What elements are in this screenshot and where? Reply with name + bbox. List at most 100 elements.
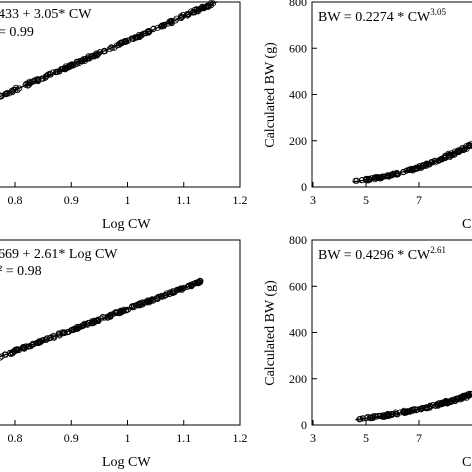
y-axis-label: Calculated BW (g)	[263, 42, 278, 148]
data-point	[53, 68, 60, 75]
data-point	[35, 340, 42, 347]
x-tick-label: 1	[125, 193, 131, 207]
x-axis-label: Log CW	[102, 217, 151, 232]
data-point	[149, 296, 156, 303]
data-point	[43, 336, 50, 343]
x-tick-label: 1.2	[233, 193, 248, 207]
data-point	[140, 30, 147, 37]
data-point	[68, 327, 75, 334]
data-point	[146, 28, 153, 35]
data-point	[154, 24, 161, 31]
panel-top-right: 3 5 7 0 200 400 600 800 BW = 0.2274 * CW3.05 Ca…	[263, 0, 472, 232]
data-point	[82, 57, 89, 64]
data-point	[2, 91, 9, 98]
data-point	[197, 279, 204, 286]
data-point	[95, 50, 102, 57]
x-tick-label: 7	[416, 431, 422, 445]
x-tick-label: 1.2	[233, 431, 248, 445]
data-point	[442, 153, 449, 160]
data-point	[56, 332, 63, 339]
data-point	[403, 167, 410, 174]
data-point	[455, 149, 462, 156]
data-point	[9, 349, 16, 356]
data-point	[9, 89, 16, 96]
y-tick-label: 400	[289, 326, 307, 340]
data-point	[383, 411, 390, 418]
data-point	[432, 159, 439, 166]
y-tick-label: 800	[289, 0, 307, 9]
data-point	[446, 153, 453, 160]
panel-bottom-right: 3 5 7 0 200 400 600 800 BW = 0.4296 * CW2.61 Ca…	[263, 233, 472, 470]
data-point	[131, 34, 138, 41]
data-point	[366, 414, 373, 421]
data-point	[442, 397, 449, 404]
data-point	[0, 93, 4, 100]
data-point	[377, 174, 384, 181]
data-point	[169, 289, 176, 296]
data-point	[455, 395, 462, 402]
y-axis-label: Calculated BW (g)	[263, 280, 278, 386]
tick-group: 3 5 7 0 200 400 600 800	[289, 233, 422, 445]
data-point	[107, 311, 114, 318]
data-point	[108, 44, 115, 51]
scatter-points-group	[356, 390, 472, 423]
data-point	[134, 301, 141, 308]
data-point	[63, 64, 70, 71]
data-point	[89, 318, 96, 325]
tick-group: 0.8 0.9 1 1.1 1.2	[8, 182, 248, 207]
data-point	[135, 302, 142, 309]
data-point	[424, 160, 431, 167]
data-point	[43, 72, 50, 79]
data-point	[78, 58, 85, 65]
data-point	[417, 406, 424, 413]
x-tick-label: 0.9	[64, 431, 79, 445]
data-point	[387, 172, 394, 179]
data-point	[0, 354, 4, 361]
data-point	[465, 392, 472, 399]
data-point	[78, 323, 85, 330]
data-point	[144, 297, 151, 304]
data-point	[117, 308, 124, 315]
data-point	[25, 81, 32, 88]
x-axis-label: Log CW	[102, 455, 151, 470]
x-tick-label: 3	[310, 193, 316, 207]
data-point	[21, 345, 28, 352]
plot-frame	[0, 1, 241, 188]
y-tick-label: 400	[289, 88, 307, 102]
data-point	[95, 317, 102, 324]
scatter-points-group	[352, 140, 472, 184]
data-point	[356, 416, 363, 423]
data-point	[35, 76, 42, 83]
data-point	[461, 146, 468, 153]
fit-line-group	[352, 143, 472, 183]
data-point	[145, 29, 152, 36]
data-point	[358, 177, 365, 184]
data-point	[47, 334, 54, 341]
data-point	[16, 85, 23, 92]
data-point	[373, 413, 380, 420]
data-point	[414, 406, 421, 413]
data-point	[423, 404, 430, 411]
x-axis-label: C	[462, 455, 471, 470]
data-point	[113, 309, 120, 316]
data-point	[61, 329, 68, 336]
data-point	[50, 69, 57, 76]
y-tick-label: 0	[301, 418, 307, 432]
y-tick-label: 200	[289, 372, 307, 386]
data-point	[203, 3, 210, 10]
data-point	[130, 36, 137, 43]
data-point	[179, 13, 186, 20]
data-point	[139, 299, 146, 306]
data-point	[100, 48, 107, 55]
x-tick-label: 0.8	[8, 193, 23, 207]
data-point	[167, 18, 174, 25]
data-point	[202, 3, 209, 10]
data-point	[29, 78, 36, 85]
data-point	[431, 158, 438, 165]
data-point	[178, 285, 185, 292]
data-point	[150, 25, 157, 32]
data-point	[388, 171, 395, 178]
data-point	[430, 402, 437, 409]
data-point	[427, 403, 434, 410]
data-point	[59, 65, 66, 72]
